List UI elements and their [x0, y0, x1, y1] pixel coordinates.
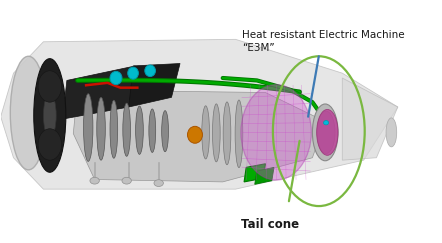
Ellipse shape [122, 177, 131, 184]
Ellipse shape [145, 65, 156, 77]
Polygon shape [342, 78, 398, 160]
Polygon shape [1, 39, 398, 189]
Ellipse shape [110, 71, 122, 85]
Ellipse shape [162, 111, 168, 152]
Ellipse shape [187, 126, 202, 143]
Ellipse shape [316, 109, 338, 155]
Polygon shape [63, 66, 135, 119]
Ellipse shape [241, 85, 311, 180]
Polygon shape [129, 63, 180, 107]
Ellipse shape [223, 102, 231, 165]
Ellipse shape [202, 106, 210, 159]
Ellipse shape [128, 67, 138, 79]
Ellipse shape [84, 94, 93, 161]
Ellipse shape [38, 71, 61, 102]
Ellipse shape [213, 104, 220, 162]
Ellipse shape [123, 103, 130, 156]
Ellipse shape [235, 100, 243, 168]
Ellipse shape [312, 104, 338, 161]
Ellipse shape [110, 100, 118, 158]
Ellipse shape [154, 180, 164, 186]
Text: Heat resistant Electric Machine
“E3M”: Heat resistant Electric Machine “E3M” [242, 30, 404, 53]
Ellipse shape [324, 121, 328, 125]
Ellipse shape [10, 56, 46, 170]
Ellipse shape [149, 109, 156, 152]
Ellipse shape [386, 118, 397, 147]
Ellipse shape [43, 94, 56, 137]
Polygon shape [244, 164, 266, 182]
Ellipse shape [136, 106, 143, 154]
Ellipse shape [38, 129, 61, 160]
Text: Tail cone: Tail cone [240, 218, 299, 231]
Ellipse shape [90, 177, 99, 184]
Polygon shape [255, 167, 274, 184]
Polygon shape [73, 90, 325, 182]
Ellipse shape [317, 111, 335, 154]
Ellipse shape [97, 97, 105, 160]
Ellipse shape [34, 59, 66, 172]
